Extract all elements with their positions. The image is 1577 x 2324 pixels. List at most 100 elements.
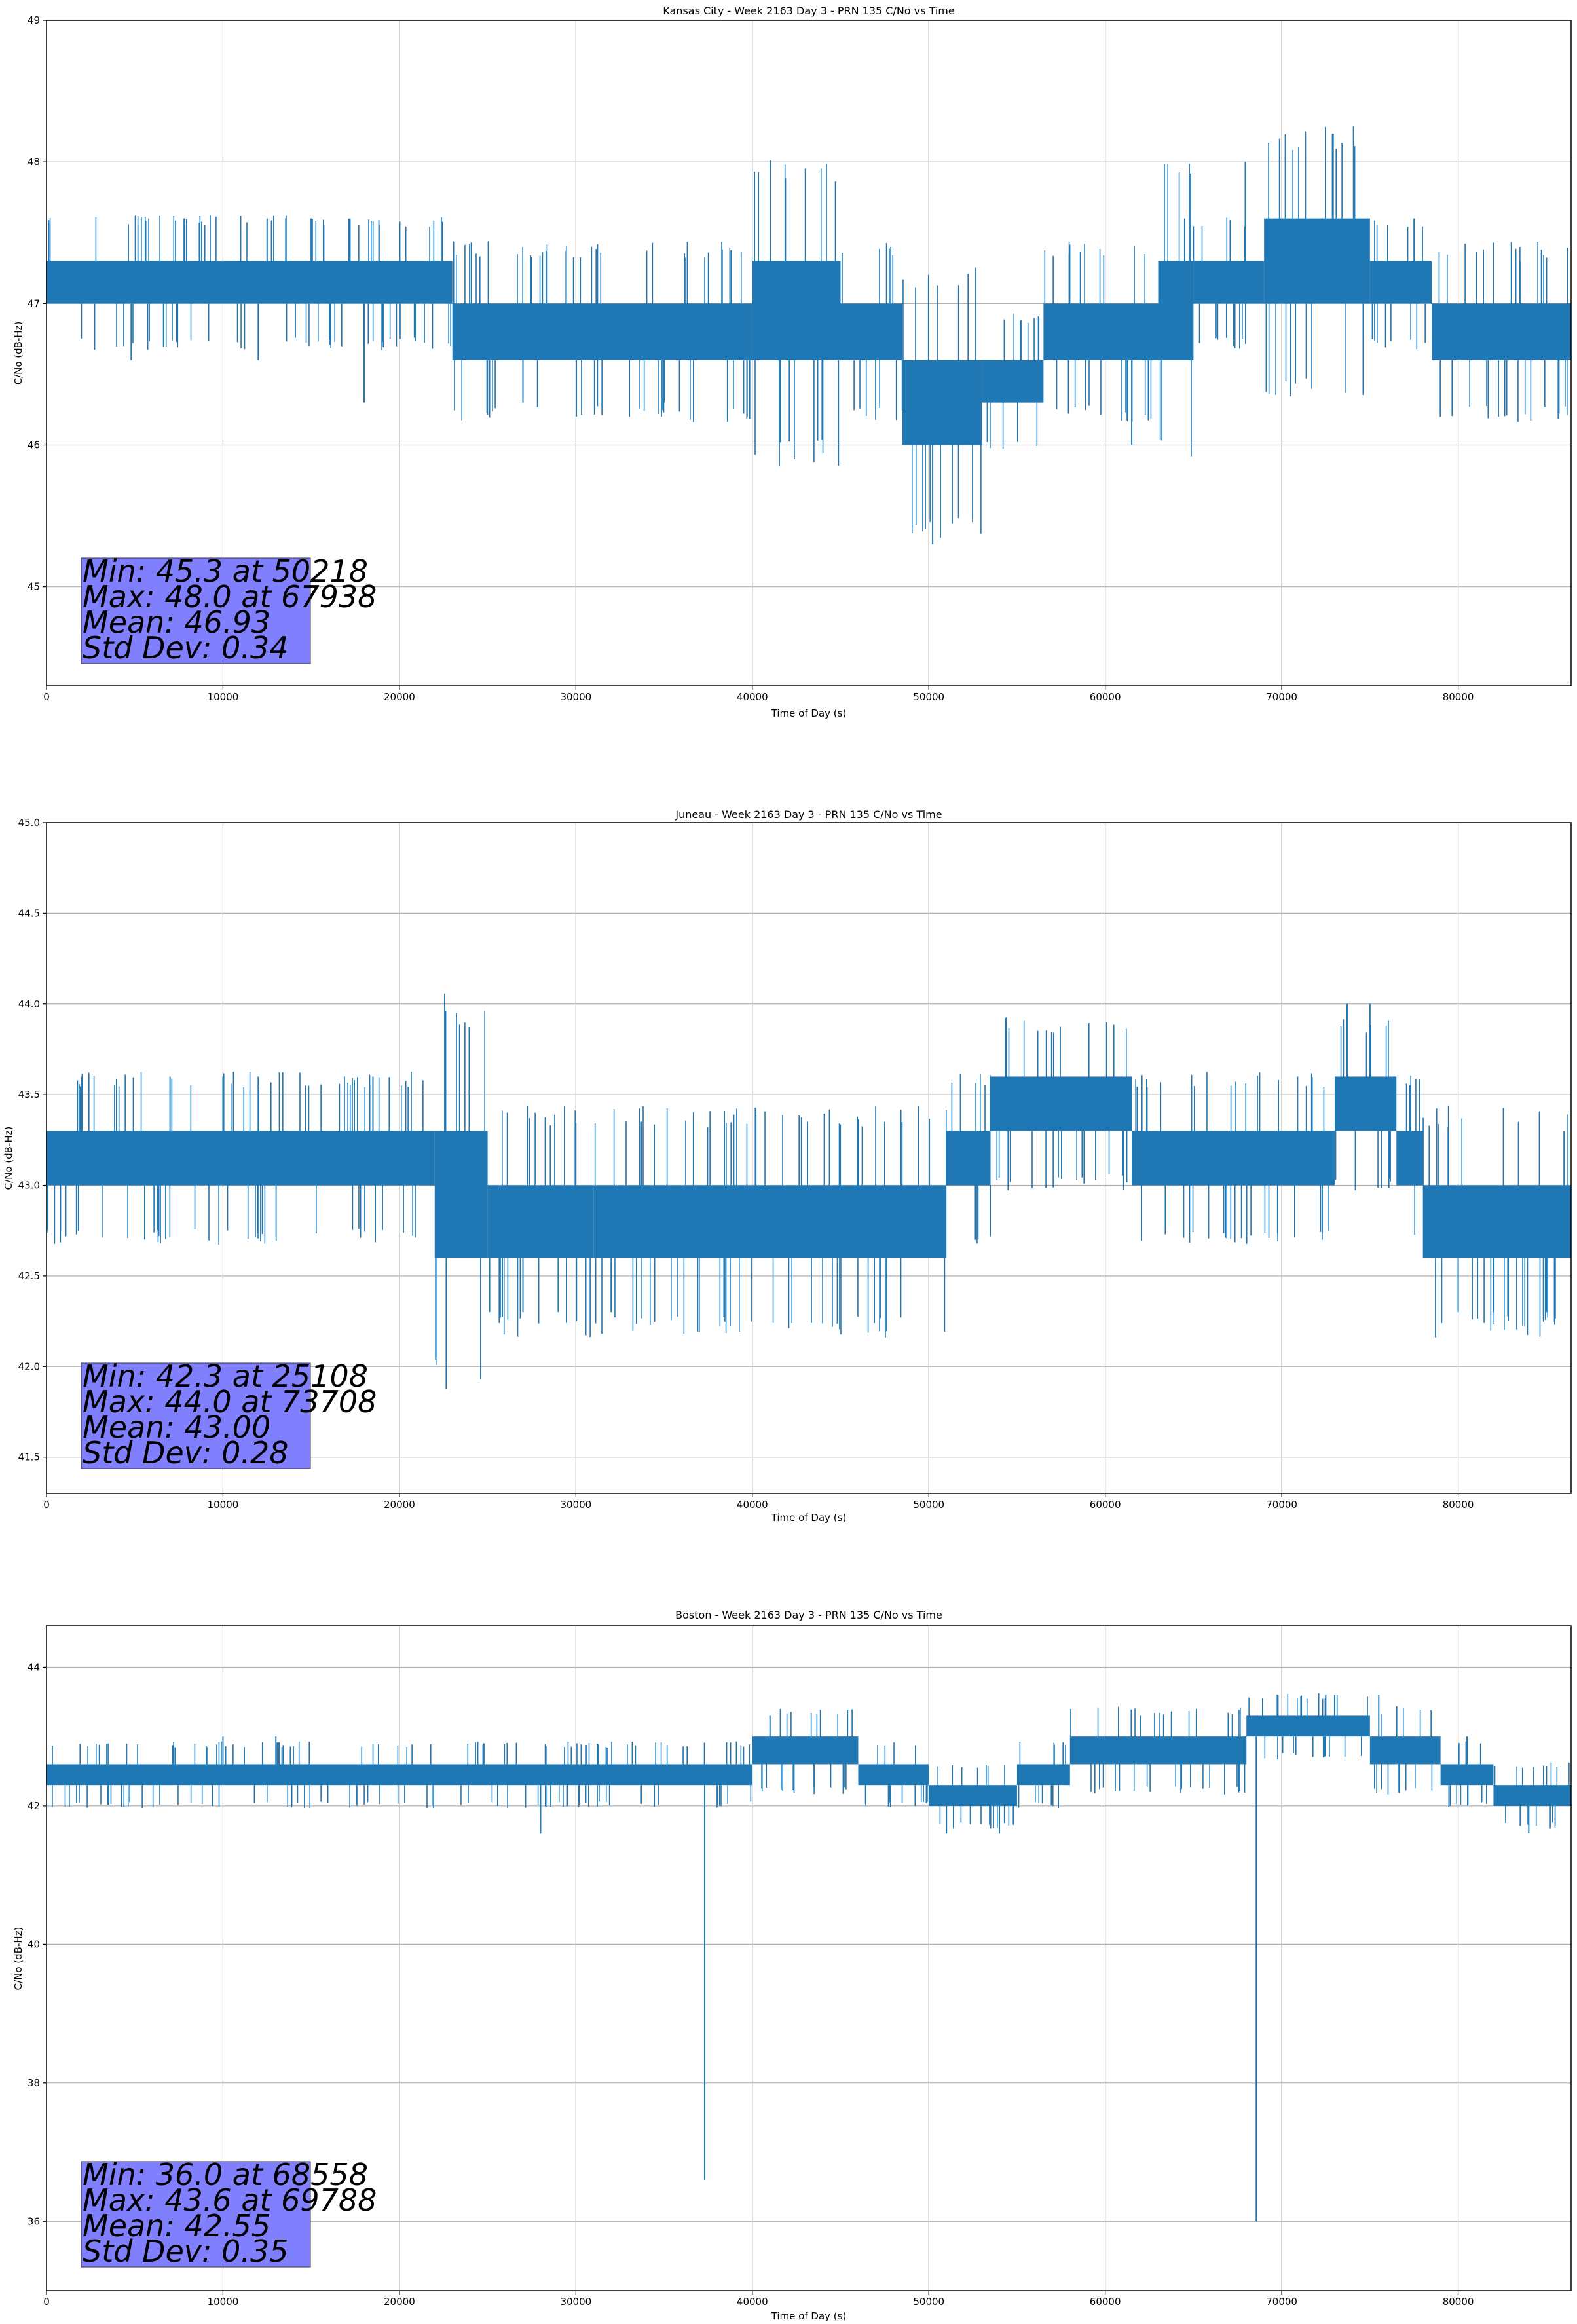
stats-max: Max: 48.0 at 67938: [83, 579, 377, 614]
x-tick-label: 50000: [913, 2296, 944, 2308]
x-tick-label: 80000: [1443, 691, 1474, 703]
x-tick-label: 50000: [913, 1499, 944, 1510]
data-band: [1016, 1764, 1070, 1786]
data-band: [46, 1131, 435, 1186]
data-band: [1246, 1715, 1370, 1737]
y-tick-label: 47: [28, 297, 40, 309]
stats-box: Min: 42.3 at 25108 Max: 44.0 at 73708 Me…: [81, 1359, 377, 1471]
x-tick-label: 30000: [560, 1499, 591, 1510]
y-axis-label: C/No (dB-Hz): [12, 322, 24, 385]
chart-title: Boston - Week 2163 Day 3 - PRN 135 C/No …: [675, 1609, 942, 1621]
data-band: [1334, 1076, 1397, 1131]
axis-ticks: 0 10000 20000 30000 40000 50000 60000 70000 8000…: [18, 817, 1474, 1510]
data-band: [1158, 261, 1194, 360]
stats-mean: Mean: 46.93: [83, 605, 270, 640]
y-axis-label: C/No (dB-Hz): [12, 1927, 24, 1991]
x-tick-label: 60000: [1090, 1499, 1121, 1510]
stats-max: Max: 44.0 at 73708: [83, 1384, 377, 1419]
data-series: [46, 994, 1571, 1389]
plot-frame: [46, 822, 1572, 1494]
data-band: [434, 1131, 488, 1258]
y-tick-label: 44.5: [18, 907, 40, 919]
x-tick-label: 40000: [737, 691, 768, 703]
data-band: [1422, 1185, 1571, 1258]
x-tick-label: 30000: [560, 691, 591, 703]
x-tick-label: 0: [43, 691, 50, 703]
x-tick-label: 20000: [384, 1499, 415, 1510]
data-band: [840, 303, 902, 360]
plot-frame: [46, 20, 1572, 686]
y-axis-label: C/No (dB-Hz): [3, 1127, 14, 1190]
stats-min: Min: 36.0 at 68558: [83, 2157, 368, 2192]
data-band: [752, 1736, 859, 1765]
chart-boston: Boston - Week 2163 Day 3 - PRN 135 C/No …: [12, 1609, 1572, 2322]
y-tick-label: 42.0: [18, 1360, 40, 1372]
data-band: [487, 1185, 594, 1258]
stats-max: Max: 43.6 at 69788: [83, 2183, 377, 2218]
y-tick-label: 40: [28, 1938, 40, 1950]
x-tick-label: 40000: [737, 1499, 768, 1510]
y-tick-label: 44: [28, 1661, 40, 1673]
data-band: [982, 360, 1044, 403]
x-tick-label: 30000: [560, 2296, 591, 2308]
x-tick-label: 20000: [384, 2296, 415, 2308]
x-tick-label: 70000: [1266, 691, 1297, 703]
data-band: [452, 303, 752, 360]
data-band: [1132, 1131, 1335, 1186]
y-tick-label: 49: [28, 14, 40, 26]
x-tick-label: 70000: [1266, 2296, 1297, 2308]
data-band: [1369, 261, 1432, 304]
stats-std: Std Dev: 0.35: [83, 2234, 289, 2269]
y-tick-label: 41.5: [18, 1452, 40, 1463]
x-axis-label: Time of Day (s): [771, 707, 847, 719]
stats-box-background: [81, 1362, 311, 1469]
data-band: [1069, 1736, 1247, 1765]
y-tick-label: 42.5: [18, 1270, 40, 1282]
y-tick-label: 45: [28, 581, 40, 593]
x-tick-label: 10000: [208, 1499, 239, 1510]
x-tick-label: 10000: [208, 691, 239, 703]
y-tick-label: 46: [28, 440, 40, 451]
data-band: [858, 1764, 929, 1786]
x-tick-label: 70000: [1266, 1499, 1297, 1510]
axis-ticks: 0 10000 20000 30000 40000 50000 60000 70000 8000…: [28, 1661, 1474, 2308]
data-band: [46, 1764, 752, 1786]
data-band: [1369, 1736, 1441, 1765]
y-tick-label: 43.5: [18, 1089, 40, 1100]
y-tick-label: 45.0: [18, 817, 40, 829]
y-tick-label: 44.0: [18, 998, 40, 1010]
y-tick-label: 43.0: [18, 1180, 40, 1191]
y-tick-label: 42: [28, 1800, 40, 1812]
x-tick-label: 50000: [913, 691, 944, 703]
stats-box-background: [81, 2161, 311, 2268]
data-band: [1440, 1764, 1494, 1786]
stats-mean: Mean: 42.55: [83, 2208, 270, 2243]
x-tick-label: 0: [43, 1499, 50, 1510]
data-series: [46, 126, 1571, 544]
axis-ticks: 0 10000 20000 30000 40000 50000 60000 70000 8000…: [28, 14, 1474, 703]
x-axis-label: Time of Day (s): [771, 2310, 847, 2322]
data-band: [1396, 1131, 1423, 1186]
data-band: [1264, 218, 1370, 304]
x-tick-label: 80000: [1443, 2296, 1474, 2308]
x-tick-label: 80000: [1443, 1499, 1474, 1510]
x-tick-label: 20000: [384, 691, 415, 703]
stats-box-background: [81, 557, 311, 664]
data-band: [990, 1076, 1132, 1131]
plot-frame: [46, 1625, 1572, 2291]
data-band: [46, 261, 453, 304]
x-tick-label: 10000: [208, 2296, 239, 2308]
data-band: [1043, 303, 1159, 360]
chart-title: Kansas City - Week 2163 Day 3 - PRN 135 …: [663, 5, 954, 17]
data-band: [1493, 1785, 1571, 1806]
chart-title: Juneau - Week 2163 Day 3 - PRN 135 C/No …: [675, 808, 942, 821]
data-band: [946, 1131, 991, 1186]
data-band: [1193, 261, 1265, 304]
y-tick-label: 48: [28, 156, 40, 168]
x-tick-label: 40000: [737, 2296, 768, 2308]
data-band: [929, 1785, 1017, 1806]
stats-min: Min: 45.3 at 50218: [83, 553, 368, 589]
data-band: [593, 1185, 947, 1258]
data-band: [1432, 303, 1571, 360]
